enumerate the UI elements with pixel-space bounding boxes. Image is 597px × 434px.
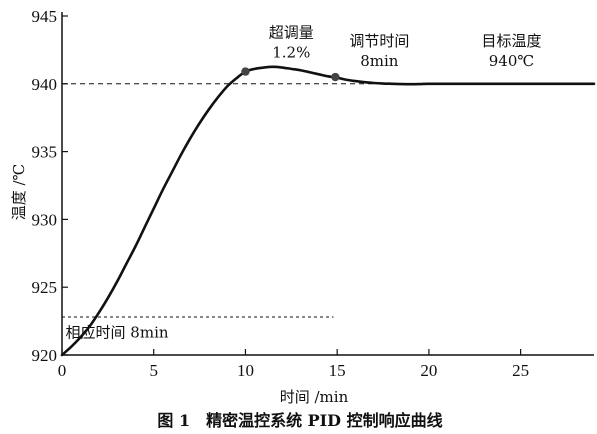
series [60,65,596,357]
curve-marker-point [331,72,340,82]
y-tick-label: 945 [32,7,58,26]
x-tick-label: 25 [512,361,529,380]
x-tick-label: 5 [149,361,158,380]
x-axis-title: 时间 /min [280,388,349,406]
y-tick-label: 930 [32,210,58,229]
markers [241,67,340,82]
annotations: 超调量 1.2% 调节时间 8min 目标温度 940℃ 相应时间 8min [66,24,542,342]
annotation-label: 调节时间 8min [349,32,409,70]
annotation-line: 8min [360,52,399,70]
tick-labels: 0 5 10 15 20 25 920 925 930 935 940 945 [32,7,530,380]
y-tick-label: 940 [32,75,58,94]
y-tick-label: 935 [32,143,58,162]
annotation-line: 超调量 [269,24,314,42]
curve-marker-point [241,67,250,76]
annotation-line: 940℃ [489,52,534,70]
x-tick-label: 0 [58,361,67,380]
x-tick-label: 15 [329,361,346,380]
annotation-line: 目标温度 [481,32,541,50]
annotation-line: 1.2% [272,44,310,62]
y-axis-title: 温度 /℃ [10,164,28,221]
annotation-label: 目标温度 940℃ [481,32,541,70]
y-tick-label: 925 [32,278,58,297]
reference-lines [62,83,594,318]
annotation-label: 超调量 1.2% [269,24,314,62]
x-tick-label: 10 [237,361,254,380]
figure-caption: 图 1 精密温控系统 PID 控制响应曲线 [157,411,442,430]
annotation-line: 相应时间 8min [66,323,169,341]
annotation-label: 相应时间 8min [66,323,169,341]
annotation-line: 调节时间 [349,32,409,50]
y-tick-label: 920 [32,346,58,365]
response-curve [60,65,596,357]
x-tick-label: 20 [420,361,437,380]
